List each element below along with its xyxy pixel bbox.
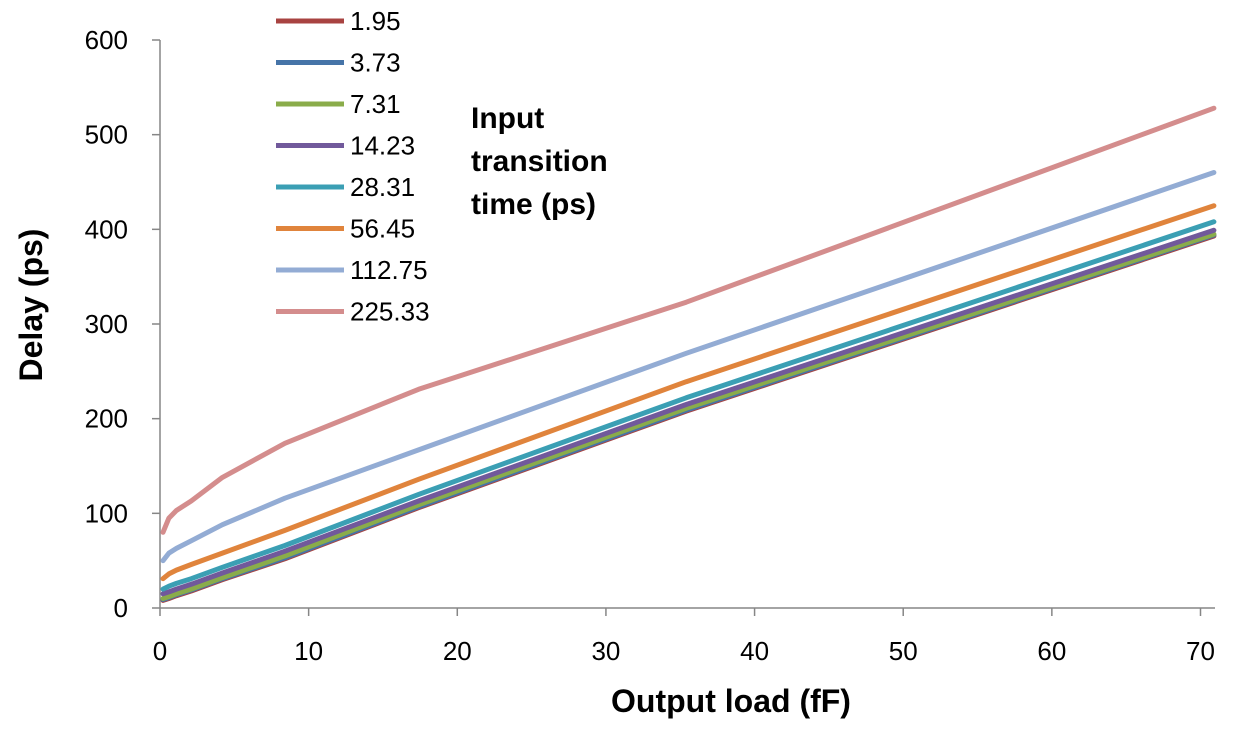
- x-tick-label: 0: [153, 636, 167, 666]
- legend-title: Input transition time (ps): [471, 102, 608, 221]
- series-line-112.75: [160, 170, 1217, 564]
- y-tick-label: 300: [85, 309, 128, 339]
- legend: 1.95 3.73 7.31 14.23 28.31 56.45 112.75 225.33: [276, 6, 430, 327]
- y-tick-label: 500: [85, 120, 128, 150]
- x-tick-label: 10: [294, 636, 323, 666]
- x-tick-label: 20: [443, 636, 472, 666]
- y-tick-group: 0 100 200 300 400 500 600: [85, 25, 160, 623]
- y-tick-label: 100: [85, 498, 128, 528]
- legend-label: 225.33: [350, 297, 430, 327]
- legend-title-line: time (ps): [471, 188, 596, 221]
- series-line-56.45: [160, 203, 1217, 582]
- y-tick-label: 200: [85, 404, 128, 434]
- series-group: [160, 105, 1217, 603]
- legend-label: 56.45: [350, 214, 415, 244]
- x-tick-label: 40: [740, 636, 769, 666]
- x-axis-title: Output load (fF): [611, 683, 851, 719]
- x-tick-label: 50: [889, 636, 918, 666]
- series-line-7.31: [160, 231, 1217, 601]
- legend-title-line: Input: [471, 102, 544, 135]
- series-line-28.31: [160, 219, 1217, 592]
- legend-label: 1.95: [350, 6, 401, 36]
- legend-label: 28.31: [350, 172, 415, 202]
- legend-label: 3.73: [350, 48, 401, 78]
- y-tick-label: 400: [85, 214, 128, 244]
- x-tick-label: 70: [1186, 636, 1215, 666]
- x-tick-group: 0 10 20 30 40 50 60 70: [153, 608, 1215, 666]
- y-tick-label: 600: [85, 25, 128, 55]
- x-tick-label: 60: [1037, 636, 1066, 666]
- series-line-14.23: [160, 227, 1217, 597]
- legend-label: 7.31: [350, 89, 401, 119]
- x-tick-label: 30: [591, 636, 620, 666]
- series-line-225.33: [160, 105, 1217, 535]
- y-tick-label: 0: [114, 593, 128, 623]
- axes: [159, 40, 1215, 609]
- y-axis-title: Delay (ps): [13, 229, 49, 382]
- legend-label: 14.23: [350, 131, 415, 161]
- legend-label: 112.75: [350, 255, 428, 285]
- legend-title-line: transition: [471, 145, 608, 178]
